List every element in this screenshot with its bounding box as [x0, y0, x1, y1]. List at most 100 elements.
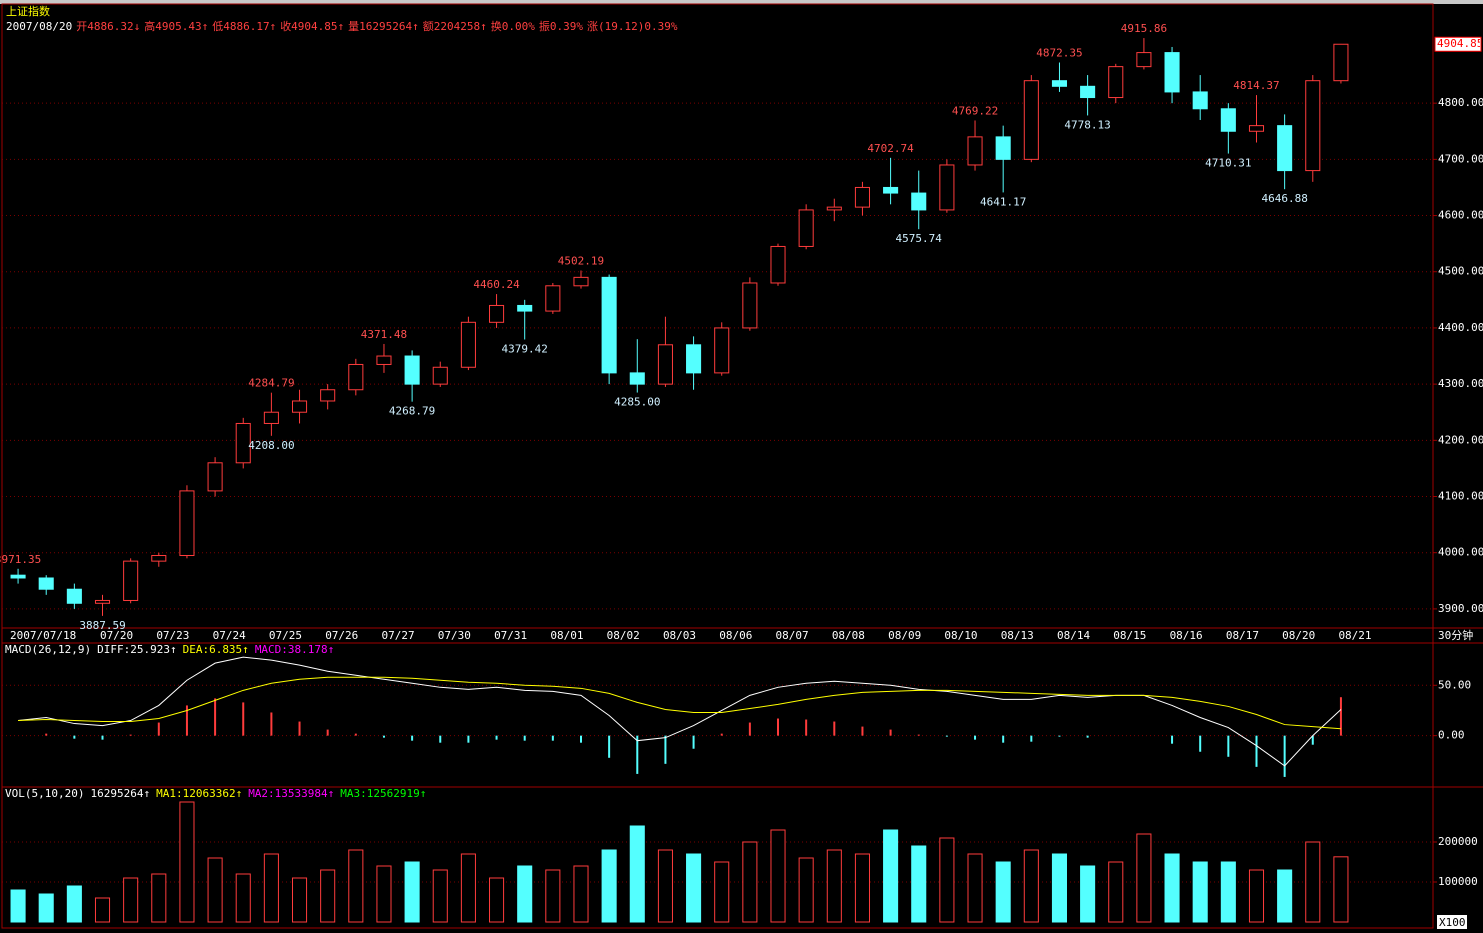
y-tick-label: 4800.00 [1438, 96, 1483, 109]
candle-body [10, 574, 26, 579]
candle-body [1080, 85, 1096, 99]
volume-bar [151, 873, 167, 923]
y-tick-label: 4400.00 [1438, 321, 1483, 334]
toolbar-strip [0, 0, 1483, 4]
y-tick-label: 4300.00 [1438, 377, 1483, 390]
candle-body [686, 344, 702, 374]
quote-info: 换0.00% [491, 19, 535, 33]
legend-entry: DIFF:25.923↑ [97, 643, 176, 656]
x-tick-label: 07/30 [438, 629, 471, 642]
volume-bar [1192, 861, 1208, 923]
low-label: 4641.17 [980, 195, 1026, 208]
legend-entry: DEA:6.835↑ [183, 643, 249, 656]
volume-bar [1305, 841, 1321, 923]
x-tick-label: 08/17 [1226, 629, 1259, 642]
y-tick-label: 4200.00 [1438, 433, 1483, 446]
candle-body [1023, 80, 1039, 160]
candle-body [38, 577, 54, 590]
volume-bar [967, 853, 983, 923]
candle-body [573, 276, 589, 287]
y-tick-label: 4000.00 [1438, 546, 1483, 559]
candle-body [263, 411, 279, 424]
volume-bar [1248, 869, 1265, 923]
candle-body [1051, 80, 1068, 87]
x-tick-label: 08/10 [944, 629, 977, 642]
candle-body [995, 136, 1011, 160]
legend-entry: MA2:13533984↑ [248, 787, 334, 800]
candle-body [770, 245, 786, 284]
high-label: 4460.24 [473, 278, 520, 291]
volume-bar [1136, 833, 1152, 923]
candle-body [1277, 125, 1293, 172]
volume-bar [629, 825, 645, 923]
volume-bar [1080, 865, 1096, 923]
macd-line [18, 676, 1341, 730]
panel-frame [1, 3, 1434, 929]
legend-entry: 16295264↑ [90, 787, 150, 800]
x-tick-label: 2007/07/18 [10, 629, 76, 642]
volume-bar [770, 829, 786, 923]
volume-bar [489, 877, 505, 923]
candle-body [798, 209, 814, 247]
volume-bar [94, 897, 111, 923]
x-tick-label: 08/14 [1057, 629, 1090, 642]
candle-body [1305, 80, 1321, 172]
volume-bar [714, 861, 730, 923]
volume-bar [263, 853, 279, 923]
legend-title: MACD(26,12,9) [5, 643, 91, 656]
candle-body [826, 206, 842, 211]
candle-body [179, 490, 195, 557]
y-tick-label: 200000 [1438, 835, 1478, 848]
candle-body [1220, 108, 1236, 132]
volume-bar [657, 849, 673, 923]
unit-label: X100 [1439, 916, 1466, 929]
candle-body [1192, 91, 1208, 110]
volume-bar [883, 829, 899, 923]
volume-bar [995, 861, 1011, 923]
x-tick-label: 08/01 [550, 629, 583, 642]
candle-body [517, 304, 533, 312]
high-label: 4814.37 [1233, 79, 1279, 92]
volume-bar [38, 893, 54, 923]
candle-body [489, 304, 505, 323]
volume-bar [517, 865, 533, 923]
candle-body [967, 136, 983, 166]
quote-info: 收4904.85↑ [280, 19, 344, 33]
candle-body [911, 192, 927, 211]
quote-info: 量16295264↑ [348, 20, 419, 33]
volume-bar [123, 877, 139, 923]
low-label: 3887.59 [79, 619, 125, 632]
y-tick-label: 50.00 [1438, 678, 1471, 691]
low-label: 4208.00 [248, 439, 294, 452]
candle-body [1136, 52, 1152, 68]
y-tick-label: 4100.00 [1438, 490, 1483, 503]
high-label: 4502.19 [558, 255, 604, 268]
x-tick-label: 07/25 [269, 629, 302, 642]
candle-body [123, 560, 139, 601]
x-tick-label: 08/08 [832, 629, 865, 642]
candle-body [1108, 66, 1124, 99]
quote-info: 高4905.43↑ [144, 19, 208, 33]
candle-body [1333, 43, 1349, 82]
x-tick-label: 08/09 [888, 629, 921, 642]
candle-body [883, 186, 899, 194]
candle-body [94, 599, 111, 604]
volume-bar [66, 885, 82, 923]
volume-bar [291, 877, 308, 923]
quote-info: 振0.39% [539, 19, 583, 33]
unit-box [1437, 915, 1467, 929]
legend-entry: MACD:38.178↑ [255, 643, 334, 656]
low-label: 4268.79 [389, 405, 435, 418]
volume-bar [404, 861, 420, 923]
x-tick-label: 07/20 [100, 629, 133, 642]
volume-bar [573, 865, 589, 923]
volume-bar [545, 869, 561, 923]
x-tick-label: 08/06 [719, 629, 752, 642]
candle-body [66, 588, 82, 604]
index-title: 上证指数 [6, 4, 50, 18]
candle-body [1248, 125, 1265, 132]
volume-bar [1333, 856, 1349, 923]
low-label: 4710.31 [1205, 157, 1251, 170]
